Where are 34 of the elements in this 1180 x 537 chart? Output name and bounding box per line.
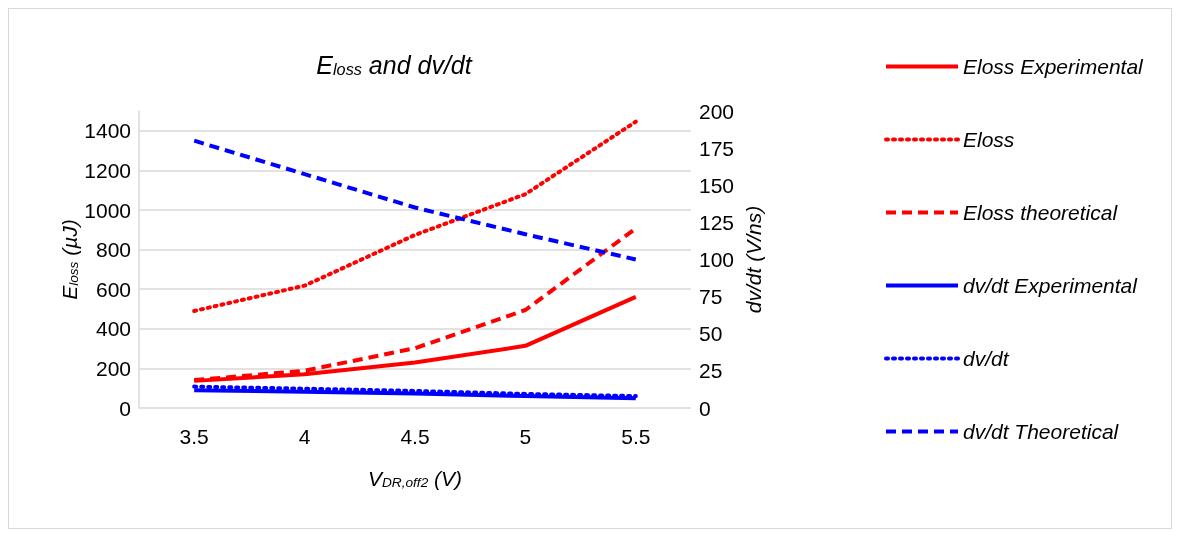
y-tick-label: 800 xyxy=(95,238,131,262)
y2-axis-title: dv/dt (V/ns) xyxy=(742,205,765,314)
y2-tick-label: 0 xyxy=(699,396,711,420)
y2-tick-label: 75 xyxy=(699,285,723,309)
y2-tick-label: 200 xyxy=(699,99,735,123)
y-tick-label: 0 xyxy=(119,396,131,420)
y-tick-label: 1400 xyxy=(84,119,131,143)
y-tick-label: 600 xyxy=(95,277,131,301)
x-tick-label: 3.5 xyxy=(179,425,209,448)
line-series xyxy=(192,138,638,262)
legend-label: dv/dt xyxy=(963,347,1010,370)
legend-label: Eloss theoretical xyxy=(963,201,1119,224)
y-tick-label: 200 xyxy=(95,356,131,380)
y2-tick-label: 50 xyxy=(699,322,723,346)
x-tick-label: 5 xyxy=(519,425,532,448)
y-axis-title: Eloss (µJ) xyxy=(58,219,82,300)
legend-label: Eloss xyxy=(963,128,1015,151)
y2-tick-label: 100 xyxy=(699,248,735,271)
y-tick-label: 1000 xyxy=(84,198,131,222)
x-axis-title: VDR,off2 (V) xyxy=(367,467,463,491)
legend-label: Eloss Experimental xyxy=(963,55,1145,78)
y-tick-label: 400 xyxy=(95,317,131,341)
x-tick-label: 5.5 xyxy=(621,425,651,448)
line-series xyxy=(192,119,638,313)
chart-title: Eloss and dv/dt xyxy=(316,50,473,79)
y2-tick-label: 150 xyxy=(699,173,735,197)
legend-label: dv/dt Theoretical xyxy=(963,420,1120,443)
x-tick-label: 4 xyxy=(298,425,311,448)
x-tick-label: 4.5 xyxy=(400,425,430,448)
y2-tick-label: 25 xyxy=(699,359,723,383)
y-tick-label: 1200 xyxy=(84,158,131,182)
legend-label: dv/dt Experimental xyxy=(963,274,1139,297)
y2-tick-label: 175 xyxy=(699,136,735,160)
y2-tick-label: 125 xyxy=(699,210,735,234)
